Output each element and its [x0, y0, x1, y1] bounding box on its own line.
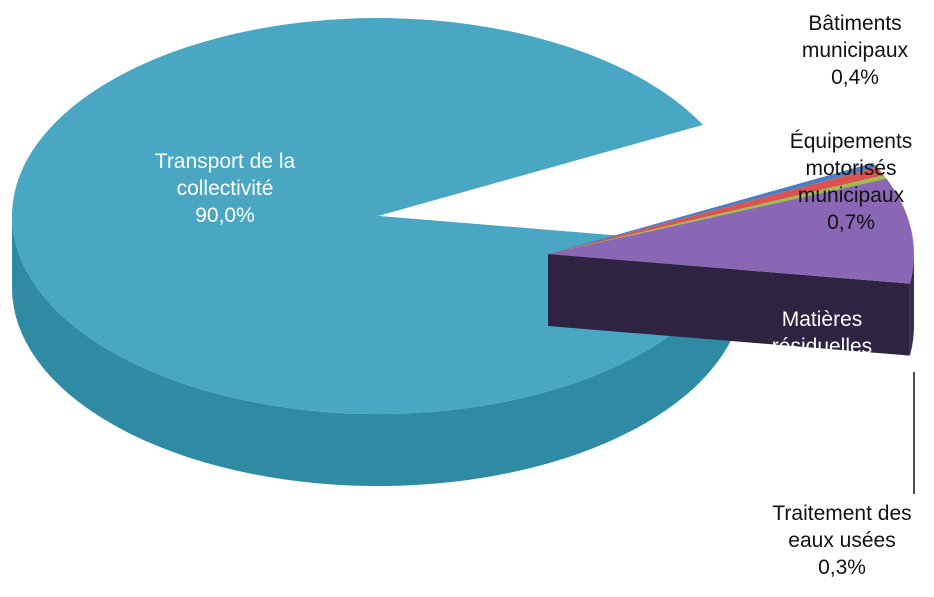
- label-batiments-line2: municipaux: [801, 39, 909, 62]
- label-traitement: Traitement des eaux usées 0,3%: [752, 500, 932, 581]
- label-traitement-pct: 0,3%: [818, 556, 866, 579]
- slice-matieres-inner-face: [548, 254, 910, 356]
- label-equipements-line1: Équipements: [789, 130, 913, 153]
- label-transport-pct: 90,0%: [195, 204, 255, 227]
- label-matieres: Matières résiduelles 8,6%: [742, 306, 902, 387]
- slice-equipements-top: [548, 167, 884, 254]
- label-equipements: Équipements motorisés municipaux 0,7%: [768, 128, 934, 236]
- slice-4-side-1: [909, 254, 914, 356]
- slice-batiments-top: [548, 162, 878, 254]
- label-traitement-line2: eaux usées: [788, 529, 896, 552]
- label-equipements-line2: motorisés: [805, 157, 897, 180]
- slice-matieres-top: [548, 178, 915, 284]
- label-transport-line2: collectivité: [176, 177, 274, 200]
- label-batiments-line1: Bâtiments: [808, 12, 902, 35]
- label-matieres-pct: 8,6%: [798, 362, 846, 385]
- label-equipements-pct: 0,7%: [827, 211, 875, 234]
- label-transport: Transport de la collectivité 90,0%: [120, 148, 330, 229]
- label-transport-line1: Transport de la: [154, 150, 296, 173]
- label-equipements-line3: municipaux: [797, 184, 905, 207]
- label-matieres-line2: résiduelles: [771, 335, 873, 358]
- slice-transport-side-0: [12, 216, 740, 486]
- label-traitement-line1: Traitement des: [772, 502, 912, 525]
- label-matieres-line1: Matières: [781, 308, 863, 331]
- label-batiments-pct: 0,4%: [831, 66, 879, 89]
- label-batiments: Bâtiments municipaux 0,4%: [780, 10, 930, 91]
- slice-traitement-top: [548, 175, 887, 254]
